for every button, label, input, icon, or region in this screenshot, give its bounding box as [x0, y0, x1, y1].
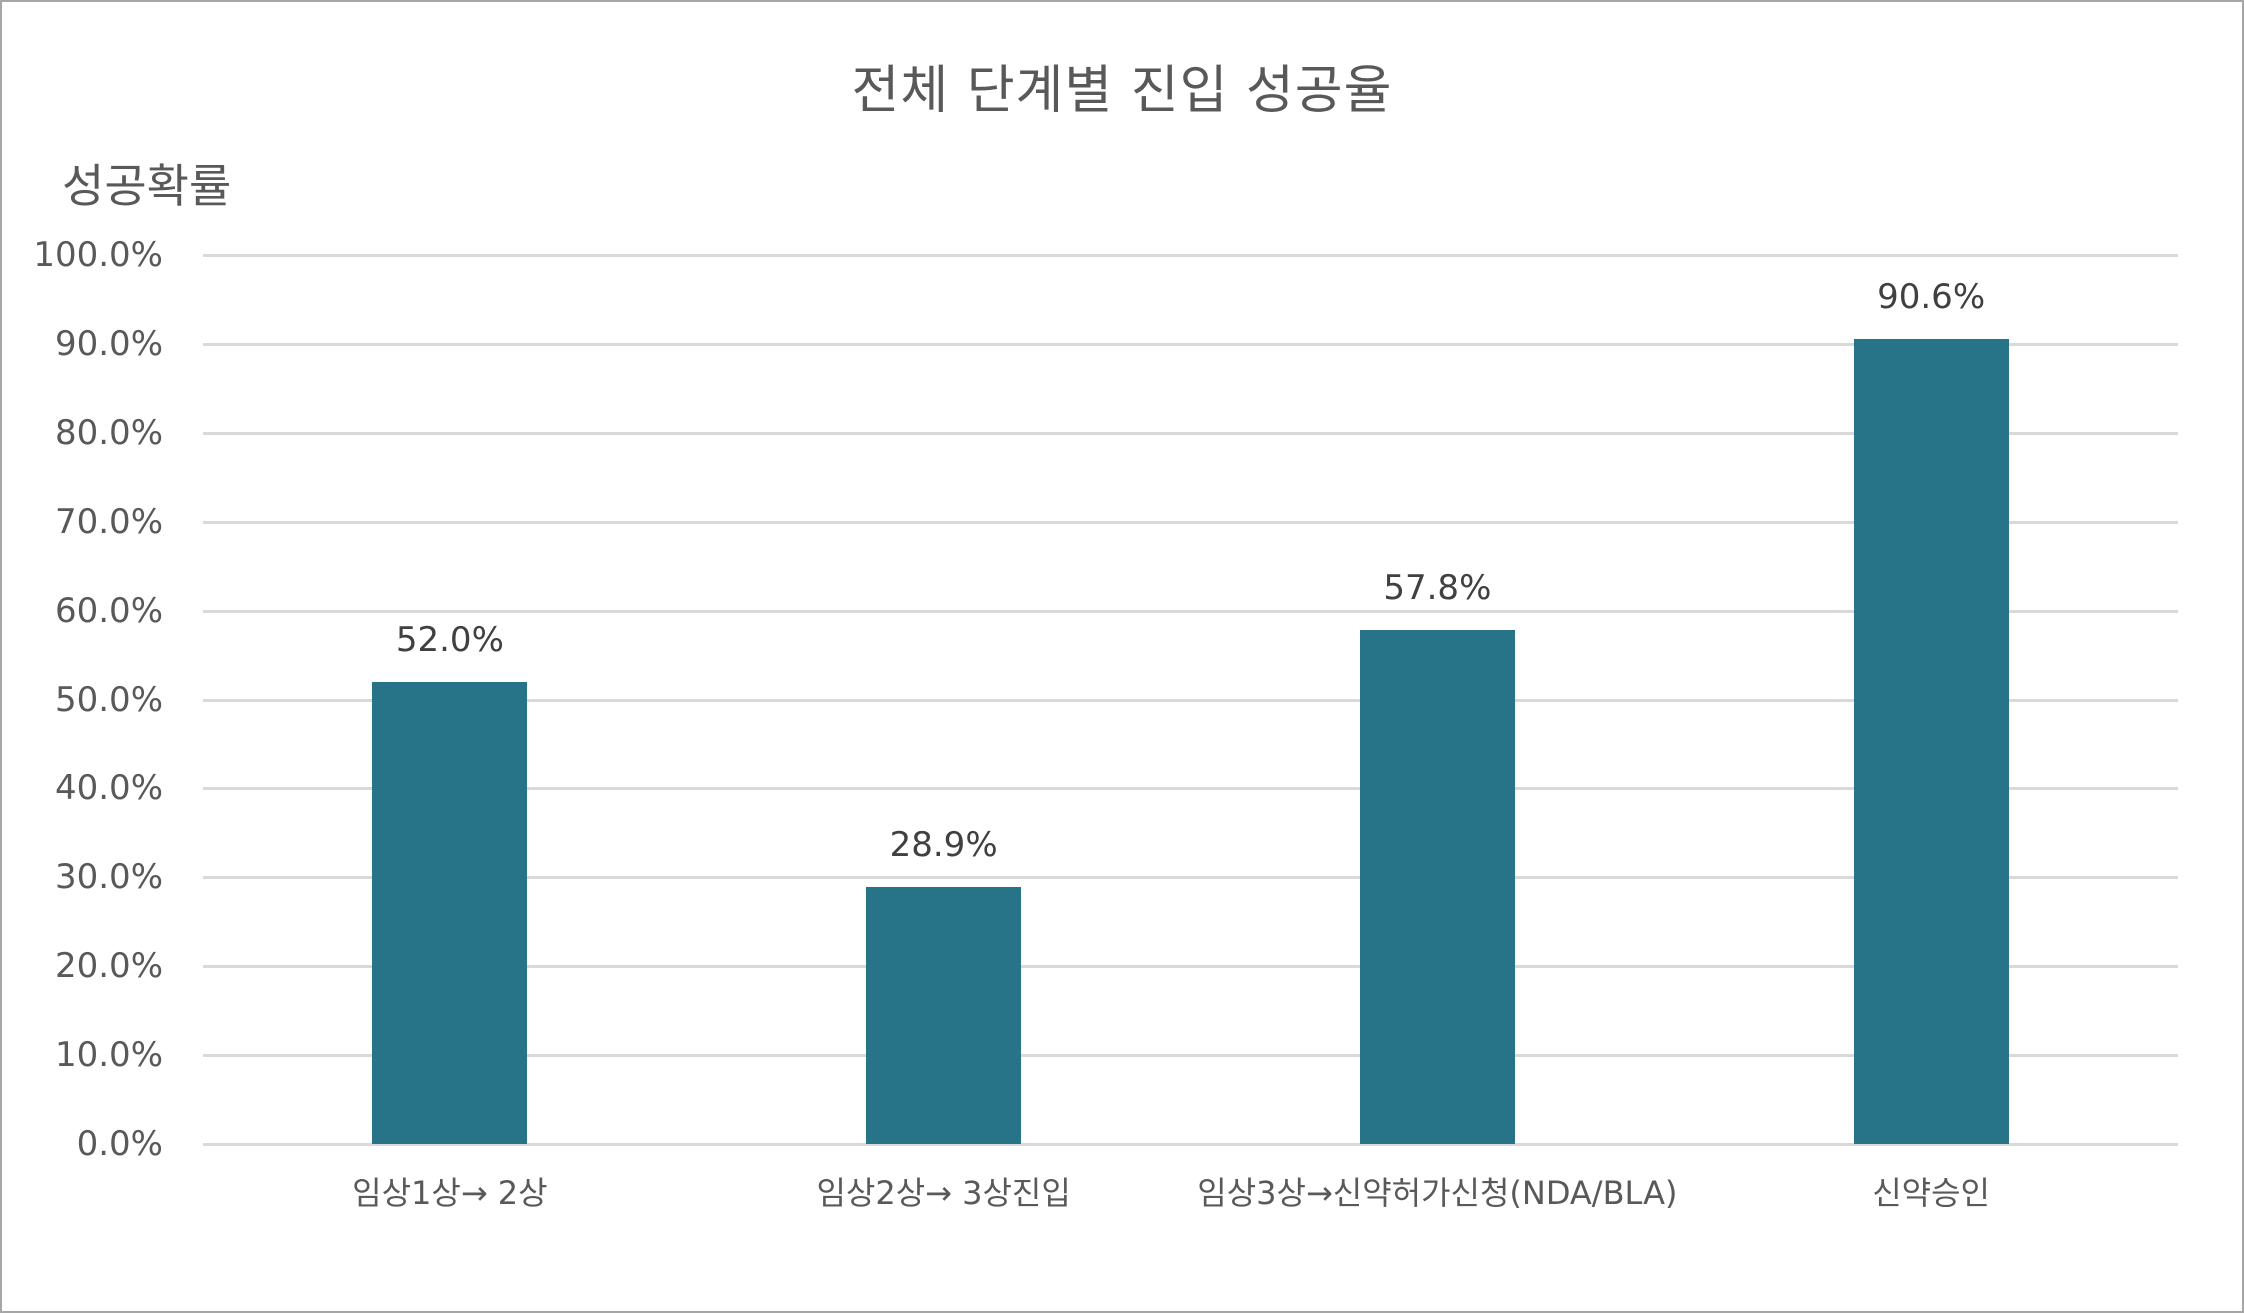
gridline — [203, 1143, 2178, 1146]
y-axis-title: 성공확률 — [62, 159, 232, 213]
y-tick-label: 20.0% — [54, 946, 163, 987]
y-tick-label: 50.0% — [54, 679, 163, 720]
bar — [866, 887, 1022, 1144]
gridline — [203, 431, 2178, 435]
gridline — [203, 965, 2178, 969]
plot-area: 52.0% 28.9% 57.8% 90.6% — [203, 254, 2178, 1146]
gridline — [203, 787, 2178, 791]
gridline — [203, 1054, 2178, 1058]
x-tick-label: 임상2상→ 3상진입 — [816, 1174, 1071, 1212]
chart-title: 전체 단계별 진입 성공율 — [851, 61, 1393, 121]
x-tick-label: 임상3상→신약허가신청(NDA/BLA) — [1197, 1174, 1678, 1212]
y-tick-label: 70.0% — [54, 501, 163, 542]
x-tick-label: 신약승인 — [1872, 1174, 1991, 1212]
y-tick-label: 100.0% — [33, 235, 163, 275]
y-tick-label: 30.0% — [54, 857, 163, 898]
y-tick-label: 0.0% — [76, 1124, 163, 1164]
gridline — [203, 609, 2178, 613]
data-label: 52.0% — [395, 619, 504, 660]
y-tick-label: 90.0% — [54, 323, 163, 364]
y-tick-label: 80.0% — [54, 412, 163, 453]
x-tick-label: 임상1상→ 2상 — [352, 1174, 548, 1212]
gridline — [203, 698, 2178, 702]
gridline — [203, 520, 2178, 524]
gridline — [203, 254, 2178, 257]
data-label: 90.6% — [1877, 276, 1986, 317]
y-tick-label: 40.0% — [54, 768, 163, 809]
gridline — [203, 876, 2178, 880]
bar — [1359, 630, 1515, 1144]
bar — [372, 681, 528, 1144]
y-tick-label: 60.0% — [54, 590, 163, 631]
bar — [1853, 338, 2009, 1144]
data-label: 57.8% — [1383, 568, 1492, 609]
data-label: 28.9% — [889, 825, 998, 866]
y-tick-label: 10.0% — [54, 1035, 163, 1076]
gridline — [203, 342, 2178, 346]
